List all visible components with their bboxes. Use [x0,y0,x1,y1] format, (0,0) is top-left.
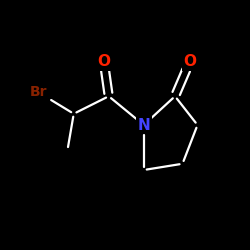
Text: O: O [97,54,110,69]
Text: Br: Br [30,86,48,100]
Text: O: O [184,54,196,69]
Text: N: N [138,118,150,132]
